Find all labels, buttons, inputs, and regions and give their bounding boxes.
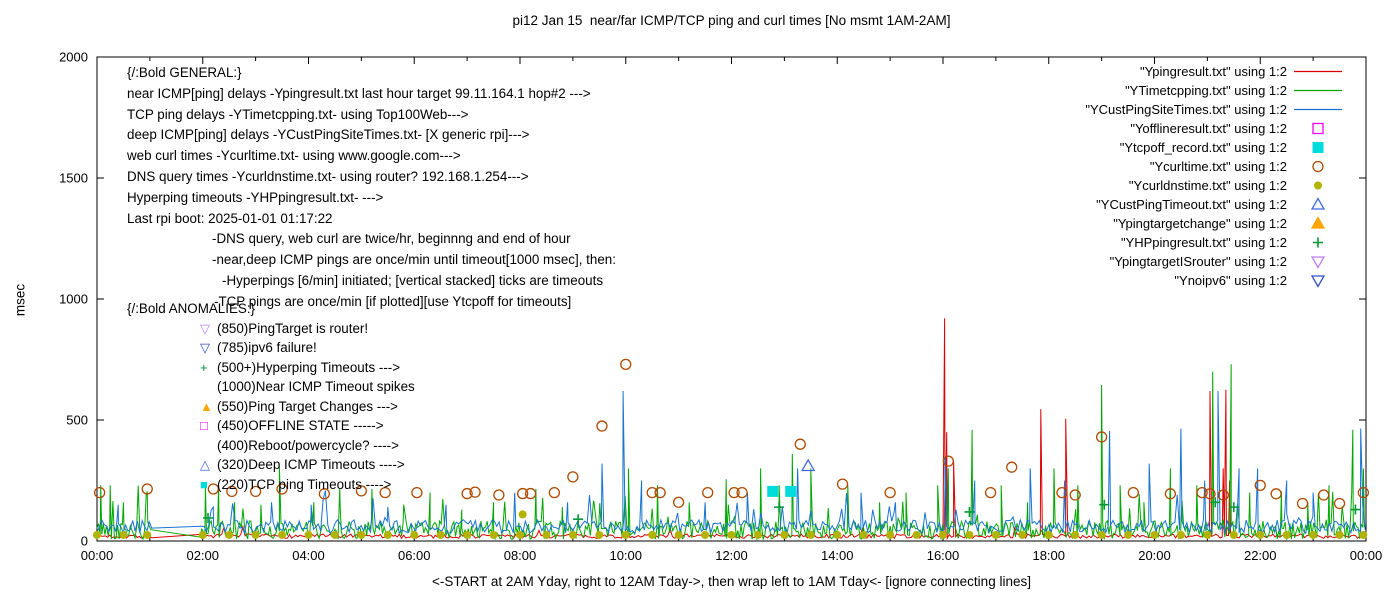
hyperping-timeouts-marker: + xyxy=(200,359,208,375)
general-note: near ICMP[ping] delays -Ypingresult.txt … xyxy=(127,85,591,101)
anomaly-note-text: (220)TCP ping Timeouts ----> xyxy=(217,476,392,492)
svg-text:2000: 2000 xyxy=(59,50,88,65)
general-note: {/:Bold GENERAL:} xyxy=(127,65,242,80)
svg-text:1000: 1000 xyxy=(59,292,88,307)
svg-text:00:00: 00:00 xyxy=(81,548,114,563)
svg-text:0: 0 xyxy=(81,534,88,549)
anomaly-note-text: (1000)Near ICMP Timeout spikes xyxy=(217,379,415,394)
ipv6-failure-marker: ▽ xyxy=(200,340,210,355)
general-note: -Hyperpings [6/min] initiated; [vertical… xyxy=(222,273,604,288)
general-note: -TCP pings are once/min [if plotted][use… xyxy=(214,293,572,309)
svg-text:02:00: 02:00 xyxy=(186,548,219,563)
general-note: TCP ping delays -YTimetcpping.txt- using… xyxy=(127,106,469,122)
anomaly-note-text: (500+)Hyperping Timeouts ---> xyxy=(217,359,401,375)
pingtarget-is-router-marker: ▽ xyxy=(200,320,210,336)
general-note: -near,deep ICMP pings are once/min until… xyxy=(212,252,616,268)
general-note: Hyperping timeouts -YHPpingresult.txt- -… xyxy=(127,189,384,205)
svg-text:10:00: 10:00 xyxy=(609,548,642,563)
anomaly-note: △ (320)Deep ICMP Timeouts ----> xyxy=(200,457,405,472)
legend-label-Ypingresult: "Ypingresult.txt" using 1:2 xyxy=(1140,64,1287,79)
svg-text:500: 500 xyxy=(66,413,88,428)
anomaly-note-text: (550)Ping Target Changes ---> xyxy=(217,398,398,414)
general-note: DNS query times -Ycurldnstime.txt- using… xyxy=(127,169,529,184)
legend-label-Ycurltime: "Ycurltime.txt" using 1:2 xyxy=(1150,159,1287,174)
general-note: deep ICMP[ping] delays -YCustPingSiteTim… xyxy=(127,127,530,143)
anomaly-note: ■ (220)TCP ping Timeouts ----> xyxy=(200,476,392,492)
general-note: Last rpi boot: 2025-01-01 01:17:22 xyxy=(127,210,333,226)
series-YHPpingresult xyxy=(203,497,1361,525)
anomaly-note: {/:Bold ANOMALIES:} xyxy=(127,301,256,316)
svg-text:16:00: 16:00 xyxy=(927,548,960,563)
legend-label-YTimetcpping: "YTimetcpping.txt" using 1:2 xyxy=(1125,83,1287,98)
anomaly-note-text: (320)Deep ICMP Timeouts ----> xyxy=(217,457,405,472)
tick-labels: 00:00 02:00 04:00 06:00 08:00 10:00 12:00 14:00… xyxy=(59,50,1382,564)
svg-text:08:00: 08:00 xyxy=(504,548,537,563)
anomaly-note-text: {/:Bold ANOMALIES:} xyxy=(127,301,256,316)
anomaly-note-text: (850)PingTarget is router! xyxy=(217,320,369,336)
svg-text:20:00: 20:00 xyxy=(1138,548,1171,563)
svg-text:12:00: 12:00 xyxy=(715,548,748,563)
anomaly-note: ▽ (850)PingTarget is router! xyxy=(200,320,369,336)
legend-label-YCustPingTimeout: "YCustPingTimeout.txt" using 1:2 xyxy=(1096,197,1287,212)
svg-text:18:00: 18:00 xyxy=(1032,548,1065,563)
series-YCustPingTimeout xyxy=(801,458,816,472)
anomaly-note: (400)Reboot/powercycle? ----> xyxy=(200,437,399,453)
legend-label-Ynoipv6: "Ynoipv6" using 1:2 xyxy=(1174,273,1287,288)
legend-label-YCustPingSiteTimes: "YCustPingSiteTimes.txt" using 1:2 xyxy=(1085,102,1287,117)
chart-title: pi12 Jan 15 near/far ICMP/TCP ping and c… xyxy=(512,13,951,28)
series-YCustPingSiteTimes xyxy=(96,390,1366,535)
deep-icmp-timeouts-marker: △ xyxy=(200,457,210,472)
svg-text:04:00: 04:00 xyxy=(292,548,325,563)
anomaly-note-text: (400)Reboot/powercycle? ----> xyxy=(217,437,399,453)
svg-text:00:00: 00:00 xyxy=(1350,548,1383,563)
svg-text:22:00: 22:00 xyxy=(1244,548,1277,563)
general-note: web curl times -Ycurltime.txt- using www… xyxy=(127,148,461,164)
tcp-ping-timeouts-marker: ■ xyxy=(200,476,208,492)
legend: "Ypingresult.txt" using 1:2 "YTimetcpping… xyxy=(1085,64,1342,288)
anomaly-note: + (500+)Hyperping Timeouts ---> xyxy=(200,359,401,375)
svg-text:14:00: 14:00 xyxy=(821,548,854,563)
anomaly-note-text: (450)OFFLINE STATE -----> xyxy=(217,418,384,433)
ping-target-change-marker: ▲ xyxy=(200,398,213,414)
series-Ycurltime xyxy=(93,358,1370,510)
general-note: -DNS query, web curl are twice/hr, begin… xyxy=(212,231,571,247)
legend-label-Ypingtargetchange: "Ypingtargetchange" using 1:2 xyxy=(1113,216,1287,231)
anomaly-note-text: (785)ipv6 failure! xyxy=(217,340,317,355)
legend-label-YHPpingresult: "YHPpingresult.txt" using 1:2 xyxy=(1121,235,1287,250)
legend-label-Ycurldnstime: "Ycurldnstime.txt" using 1:2 xyxy=(1129,178,1287,193)
legend-label-Ytcpoff_record: "Ytcpoff_record.txt" using 1:2 xyxy=(1120,140,1287,155)
offline-state-marker: □ xyxy=(200,418,208,433)
anomaly-note: (1000)Near ICMP Timeout spikes xyxy=(200,379,415,394)
anomaly-note: ▽ (785)ipv6 failure! xyxy=(200,340,317,355)
legend-label-Yofflineresult: "Yofflineresult.txt" using 1:2 xyxy=(1130,121,1287,136)
legend-label-YpingtargetISrouter: "YpingtargetISrouter" using 1:2 xyxy=(1110,254,1287,269)
x-axis-label: <-START at 2AM Yday, right to 12AM Tday-… xyxy=(432,574,1031,589)
series-Ycurldnstime xyxy=(93,510,1368,539)
anomaly-note: ▲ (550)Ping Target Changes ---> xyxy=(200,398,398,414)
svg-text:06:00: 06:00 xyxy=(398,548,431,563)
series-Ytcpoff_record xyxy=(767,485,797,497)
anomaly-note: □ (450)OFFLINE STATE -----> xyxy=(200,418,384,433)
svg-text:1500: 1500 xyxy=(59,171,88,186)
